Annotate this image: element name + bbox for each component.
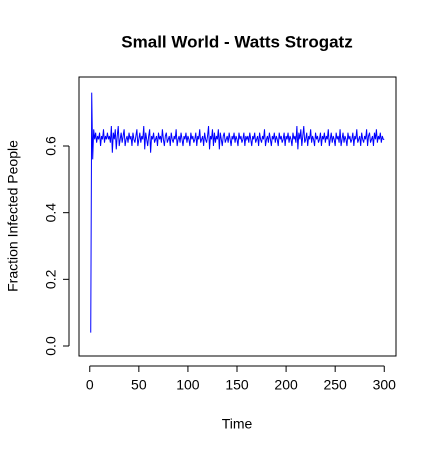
x-tick-label: 150 [225,377,249,393]
y-tick-label: 0.4 [43,203,59,223]
x-tick-label: 100 [176,377,200,393]
y-tick-label: 0.6 [43,136,59,156]
x-tick-label: 250 [323,377,347,393]
plot-box [78,76,397,357]
x-axis-label: Time [222,416,253,432]
y-axis-label: Fraction Infected People [5,140,21,292]
data-line [90,92,385,333]
x-tick-label: 50 [131,377,147,393]
x-tick-label: 0 [86,377,94,393]
x-tick-label: 200 [274,377,298,393]
y-tick-label: 0.2 [43,269,59,289]
chart-title: Small World - Watts Strogatz [121,32,352,51]
y-tick-label: 0.0 [43,336,59,356]
x-tick-label: 300 [373,377,397,393]
